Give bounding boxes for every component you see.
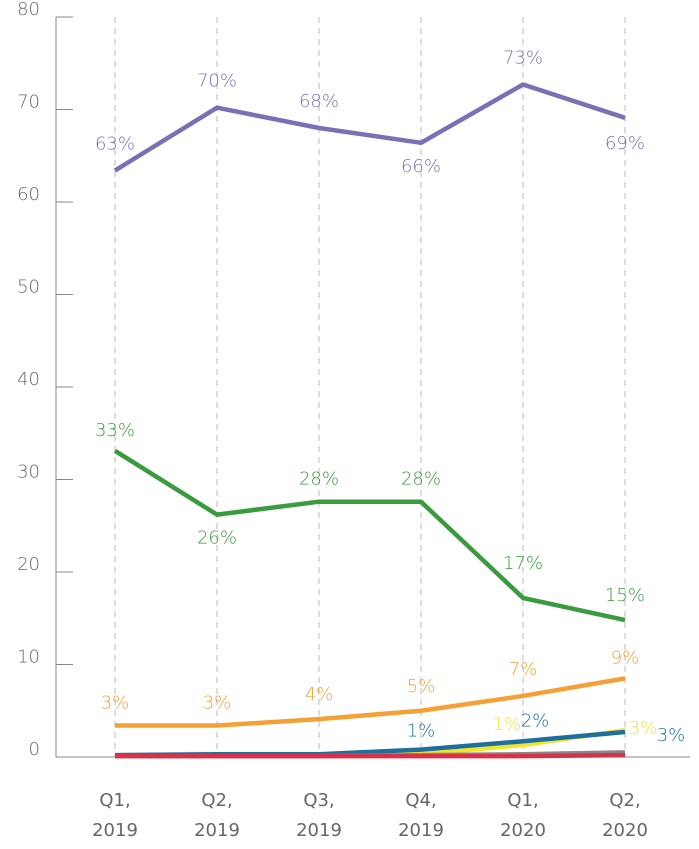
data-label: 17% [503,553,543,574]
series-line [113,448,626,623]
x-tick-label: Q2, 2019 [194,790,240,841]
data-label: 9% [611,647,640,668]
x-tick-label: Q2, 2020 [602,790,648,841]
data-label: 69% [605,133,645,154]
x-tick-label: Q1, 2020 [500,790,546,841]
series-line [113,82,626,173]
data-label: 15% [605,585,645,606]
data-label: 28% [299,469,339,490]
data-label: 3% [657,725,686,746]
series-line [115,676,626,728]
y-tick-label: 30 [17,462,40,483]
data-label: 26% [197,528,237,549]
data-label: 66% [401,156,441,177]
data-label: 28% [401,469,441,490]
data-label: 33% [95,420,135,441]
data-label: 70% [197,71,237,92]
y-tick-label: 50 [17,277,40,298]
data-label: 3% [203,693,232,714]
y-tick-label: 40 [17,369,40,390]
data-label: 1% [407,721,436,742]
data-label: 2% [521,710,550,731]
x-tick-label: Q4, 2019 [398,790,444,841]
data-label: 3% [629,718,658,739]
data-label: 3% [101,693,130,714]
data-label: 4% [305,684,334,705]
data-label: 68% [299,91,339,112]
y-tick-label: 0 [29,739,40,760]
y-tick-label: 20 [17,554,40,575]
data-label: 63% [95,134,135,155]
y-tick-label: 10 [17,647,40,668]
y-tick-label: 70 [17,92,40,113]
data-label: 5% [407,676,436,697]
y-tick-label: 80 [17,0,40,20]
data-label: 1% [493,714,522,735]
x-tick-label: Q1, 2019 [92,790,138,841]
x-tick-label: Q3, 2019 [296,790,342,841]
data-label: 7% [509,659,538,680]
y-tick-label: 60 [17,184,40,205]
data-label: 73% [503,48,543,69]
series-line [115,752,626,759]
